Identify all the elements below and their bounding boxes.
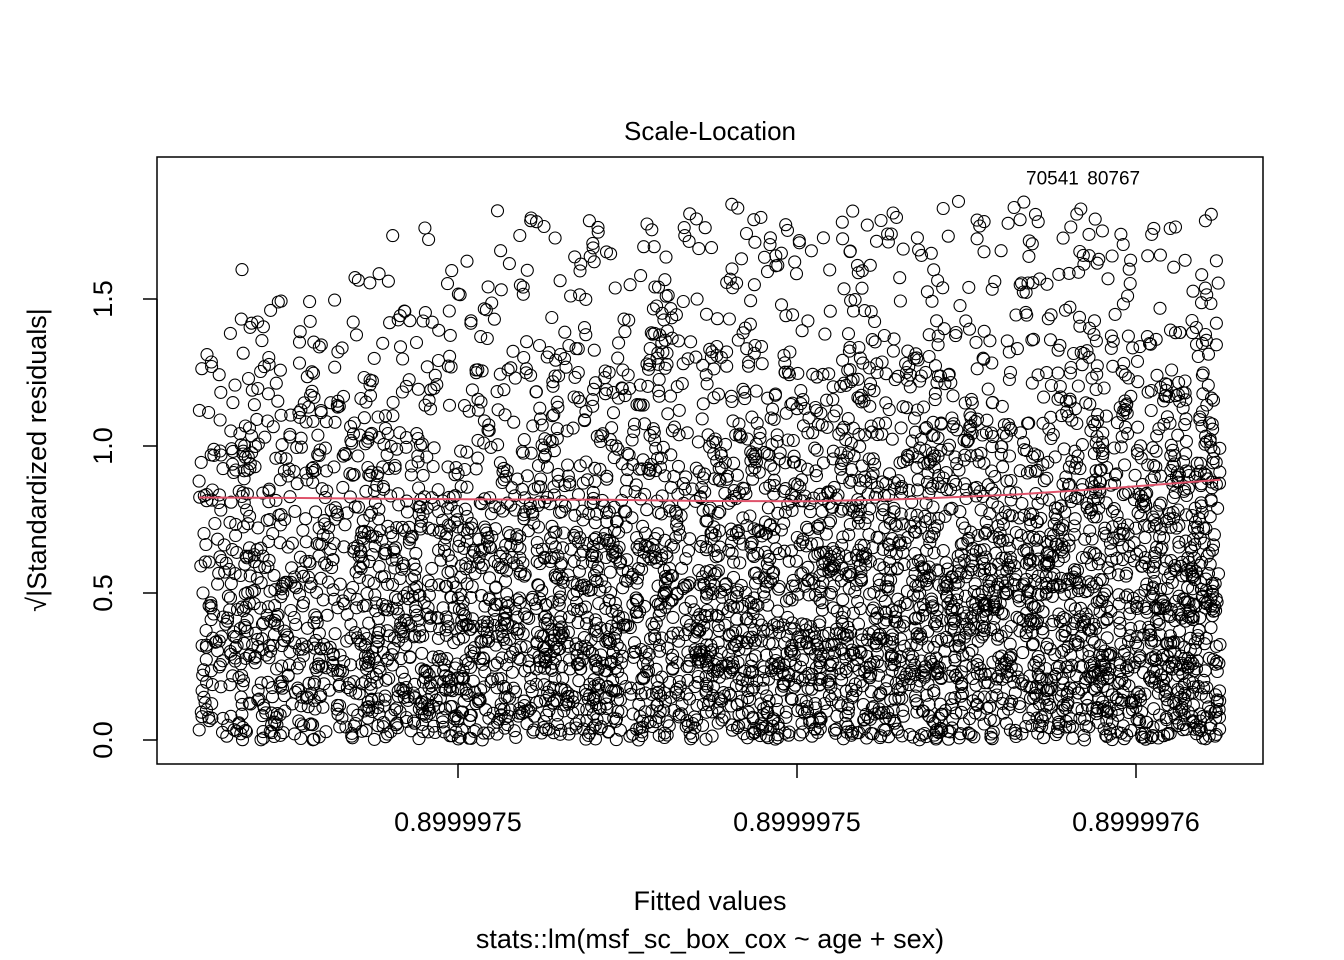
chart-title: Scale-Location (624, 116, 796, 146)
y-tick-label: 1.0 (88, 427, 118, 465)
y-axis: 0.0 0.5 1.0 1.5 (88, 280, 158, 759)
point-annotation: 70541 (1026, 168, 1079, 189)
subtitle: stats::lm(msf_sc_box_cox ~ age + sex) (476, 924, 944, 954)
x-axis-label: Fitted values (633, 886, 786, 916)
x-tick-label: 0.8999976 (1072, 807, 1200, 837)
point-annotations: 70541 80767 (1026, 168, 1140, 189)
y-tick-label: 0.0 (88, 721, 118, 759)
smooth-line-path (198, 478, 1221, 503)
x-axis: 0.8999975 0.8999975 0.8999976 (394, 763, 1200, 837)
y-tick-label: 1.5 (88, 280, 118, 318)
point-annotation: 80767 (1087, 168, 1140, 189)
x-tick-label: 0.8999975 (733, 807, 861, 837)
y-tick-label: 0.5 (88, 574, 118, 612)
smooth-line (198, 478, 1221, 503)
y-axis-label: √|Standardized residuals| (22, 308, 52, 612)
x-tick-label: 0.8999975 (394, 807, 522, 837)
